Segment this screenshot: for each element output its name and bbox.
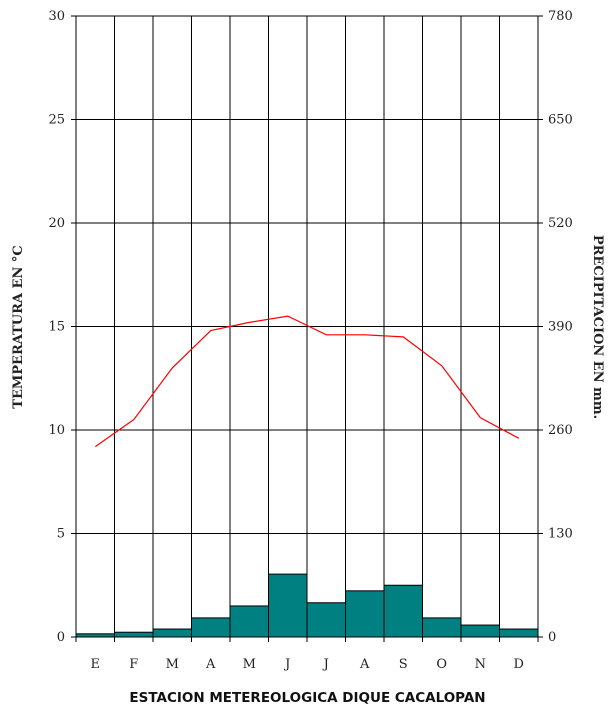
left-tick-label: 20 <box>48 216 65 231</box>
precipitation-bar <box>152 628 192 638</box>
left-tick-label: 5 <box>57 527 65 542</box>
precipitation-bar <box>306 602 346 638</box>
left-tick-label: 30 <box>48 9 65 24</box>
x-tick-label: A <box>359 657 370 672</box>
left-tick-label: 25 <box>48 113 65 128</box>
x-tick-label: A <box>205 657 216 672</box>
precipitation-bar <box>383 584 423 638</box>
left-axis-ticks: 0 5 10 15 20 25 30 <box>48 9 76 645</box>
left-tick-label: 15 <box>48 320 65 335</box>
x-tick-label: M <box>166 657 179 672</box>
x-tick-label: N <box>475 657 486 672</box>
grid-lines <box>76 15 538 638</box>
left-axis-title: TEMPERATURA EN °C <box>11 245 26 408</box>
right-axis-ticks: 0 130 260 390 520 650 780 <box>538 9 573 645</box>
left-tick-label: 0 <box>57 630 65 645</box>
x-tick-label: J <box>283 657 290 672</box>
x-tick-label: M <box>243 657 256 672</box>
precipitation-bar <box>191 617 231 638</box>
precipitation-bar <box>460 624 500 638</box>
right-tick-label: 780 <box>548 9 573 24</box>
x-tick-label: E <box>91 657 101 672</box>
precipitation-bar <box>229 605 269 638</box>
temperature-line-path <box>94 315 520 448</box>
temperature-line <box>94 315 520 448</box>
x-tick-label: O <box>436 657 447 672</box>
precipitation-bars <box>75 573 539 638</box>
x-tick-label: S <box>399 657 408 672</box>
right-tick-label: 650 <box>548 113 573 128</box>
x-tick-label: D <box>514 657 524 672</box>
right-tick-label: 0 <box>548 630 556 645</box>
precipitation-bar <box>268 573 308 638</box>
left-tick-label: 10 <box>48 423 65 438</box>
chart-title: ESTACION METEREOLOGICA DIQUE CACALOPAN <box>129 690 486 706</box>
right-tick-label: 520 <box>548 216 573 231</box>
precipitation-bar <box>114 631 154 638</box>
x-tick-label: J <box>322 657 329 672</box>
precipitation-bar <box>345 590 385 638</box>
precipitation-bar <box>422 617 462 638</box>
right-tick-label: 130 <box>548 527 573 542</box>
right-tick-label: 260 <box>548 423 573 438</box>
x-tick-label: F <box>129 657 138 672</box>
right-axis-title: PRECIPITACION EN mm. <box>590 235 605 419</box>
right-tick-label: 390 <box>548 320 573 335</box>
precipitation-bar <box>499 628 539 638</box>
